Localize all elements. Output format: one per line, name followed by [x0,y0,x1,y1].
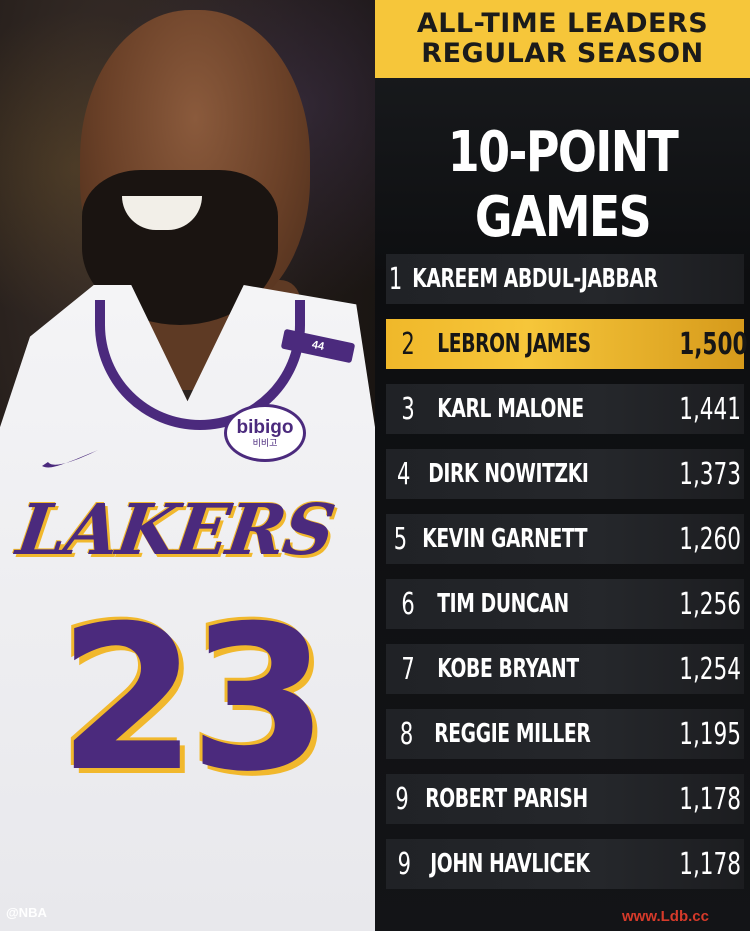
leader-rank: 3 [401,391,415,427]
title-banner: ALL-TIME LEADERS REGULAR SEASON [375,0,750,78]
leader-row: 6 TIM DUNCAN 1,256 [386,579,744,629]
leader-name: ROBERT PARISH [425,784,588,814]
leader-value: 1,256 [679,586,742,622]
jersey-wordmark: LAKERS [12,488,339,571]
leader-row: 8 REGGIE MILLER 1,195 [386,709,744,759]
leader-value: 1,254 [679,651,742,687]
banner-line-2: REGULAR SEASON [421,38,704,69]
sponsor-subtitle: 비비고 [252,438,278,448]
leader-value: 1,373 [679,456,742,492]
leader-rank: 9 [395,781,409,817]
sponsor-name: bibigo [236,417,294,438]
leader-row: 2 LEBRON JAMES 1,500 [386,319,748,369]
leader-rank: 2 [401,326,415,362]
stat-headline: 10-POINT GAMES [447,120,679,250]
swoosh-icon [42,450,98,468]
leader-name: KOBE BRYANT [437,654,579,684]
leader-row: 5 KEVIN GARNETT 1,260 [386,514,744,564]
banner-line-1: ALL-TIME LEADERS [416,8,709,39]
leader-name: REGGIE MILLER [434,719,591,749]
site-watermark: www.Ldb.cc [622,908,709,925]
leader-name: LEBRON JAMES [437,329,591,359]
leader-name: JOHN HAVLICEK [429,849,590,879]
leader-row: 4 DIRK NOWITZKI 1,373 [386,449,744,499]
leader-rank: 8 [399,716,414,752]
leader-row: 9 ROBERT PARISH 1,178 [386,774,744,824]
leader-name: TIM DUNCAN [437,589,569,619]
sponsor-badge: bibigo 비비고 [224,404,306,462]
leader-name: KARL MALONE [437,394,584,424]
leader-value: 1,500 [679,326,748,362]
leader-rank: 4 [397,456,411,492]
photo-credit: @NBA [6,905,47,920]
leader-value: 1,178 [679,781,742,817]
leader-rank: 1 [388,261,403,297]
leader-name: DIRK NOWITZKI [428,459,590,489]
leader-rank: 9 [397,846,412,882]
leader-row: 9 JOHN HAVLICEK 1,178 [386,839,744,889]
leader-row: 3 KARL MALONE 1,441 [386,384,744,434]
leader-value: 1,441 [679,391,742,427]
leader-row: 7 KOBE BRYANT 1,254 [386,644,744,694]
leader-value: 1,260 [679,521,742,557]
leader-rank: 5 [393,521,408,557]
jersey-number: 23 [58,583,328,816]
leader-name: KEVIN GARNETT [422,524,588,554]
leader-value: 1,195 [679,716,742,752]
player-photo: 44 bibigo 비비고 LAKERS 23 @NBA [0,0,375,931]
leader-rank: 7 [401,651,415,687]
leader-name: KAREEM ABDUL-JABBAR [412,264,658,294]
leader-rank: 6 [401,586,415,622]
leader-value: 1,178 [679,846,742,882]
